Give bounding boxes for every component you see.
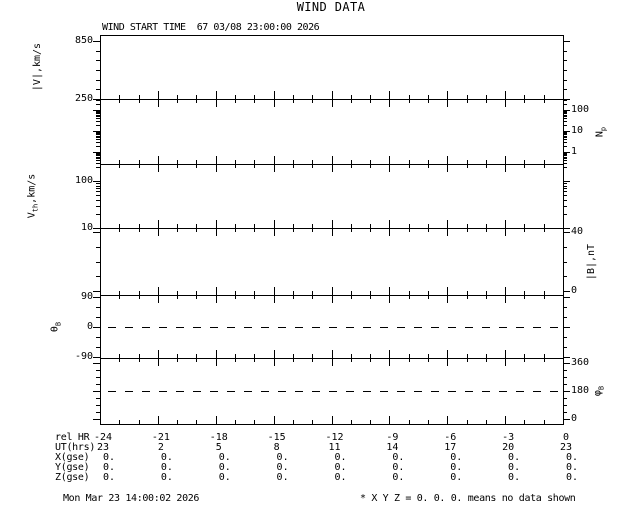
tick-label: 100 <box>74 175 93 186</box>
row-label-zgse: Z(gse) <box>55 472 90 483</box>
table-cell: 8 <box>273 442 280 453</box>
table-cell: 0. <box>508 462 521 473</box>
tick-label: 0 <box>86 321 93 332</box>
panel-border <box>100 99 564 165</box>
table-cell: 0. <box>102 472 115 483</box>
tick-label: 850 <box>74 35 93 46</box>
tick-label: 180 <box>571 385 590 396</box>
table-cell: -9 <box>386 432 399 443</box>
tick-label: 0 <box>571 413 578 424</box>
table-cell: 0. <box>565 452 578 463</box>
tick-label: -90 <box>74 351 93 362</box>
y-axis-title-solar-wind-speed: |V|,km/s <box>32 42 43 92</box>
table-cell: 0. <box>508 472 521 483</box>
table-cell: 0. <box>565 472 578 483</box>
table-cell: 0. <box>276 462 289 473</box>
tick-label: 10 <box>80 222 93 233</box>
table-cell: 0. <box>334 452 347 463</box>
table-cell: 0. <box>276 452 289 463</box>
table-cell: 0. <box>160 472 173 483</box>
table-cell: 0. <box>334 462 347 473</box>
table-cell: 0. <box>508 452 521 463</box>
table-cell: 0 <box>562 432 570 443</box>
table-cell: 0. <box>160 462 173 473</box>
table-cell: 0. <box>276 472 289 483</box>
table-cell: 0. <box>334 472 347 483</box>
table-cell: 14 <box>386 442 399 453</box>
table-cell: 0. <box>450 462 463 473</box>
table-cell: 0. <box>392 462 405 473</box>
start-time-label: WIND START TIME 67 03/08 23:00:00 2026 <box>102 22 320 33</box>
y-axis-title-magnetic-field-magnitude: |B|,nT <box>586 243 597 280</box>
y-axis-title-field-latitude-angle: θB <box>49 321 63 332</box>
y-axis-title-proton-density: Np <box>594 126 608 137</box>
row-label-uthrs: UT(hrs) <box>55 442 96 453</box>
table-cell: 0. <box>160 452 173 463</box>
table-cell: 17 <box>444 442 457 453</box>
table-cell: -15 <box>267 432 286 443</box>
table-cell: -12 <box>325 432 344 443</box>
tick-label: 10 <box>571 125 584 136</box>
tick-label: 250 <box>74 93 93 104</box>
tick-label: 360 <box>571 357 590 368</box>
table-cell: 0. <box>565 462 578 473</box>
table-cell: -6 <box>444 432 457 443</box>
table-cell: -3 <box>502 432 515 443</box>
table-cell: 0. <box>102 452 115 463</box>
tick-label: 100 <box>571 104 590 115</box>
table-cell: 23 <box>96 442 110 453</box>
y-axis-title-field-azimuth-angle: φB <box>592 385 606 397</box>
table-cell: 20 <box>502 442 515 453</box>
table-cell: 0. <box>102 462 115 473</box>
row-label-xgse: X(gse) <box>55 452 90 463</box>
table-cell: 2 <box>157 442 164 453</box>
table-cell: 0. <box>218 472 231 483</box>
table-cell: 5 <box>215 442 222 453</box>
table-cell: 0. <box>218 462 231 473</box>
table-cell: -24 <box>93 432 113 443</box>
table-cell: -21 <box>151 432 170 443</box>
table-cell: 0. <box>392 452 405 463</box>
row-label-relhr: rel HR <box>55 432 90 443</box>
table-cell: 23 <box>559 442 573 453</box>
footer-no-data-note: * X Y Z = 0. 0. 0. means no data shown <box>360 493 576 504</box>
tick-label: 90 <box>80 291 93 302</box>
table-cell: 11 <box>328 442 341 453</box>
table-cell: 0. <box>392 472 405 483</box>
plot-title: WIND DATA <box>296 0 366 14</box>
tick-label: 1 <box>571 146 578 157</box>
panel-border <box>100 35 564 100</box>
panel-border <box>100 228 564 296</box>
table-cell: 0. <box>450 472 463 483</box>
y-axis-title-thermal-speed: Vth,km/s <box>26 173 40 219</box>
row-label-ygse: Y(gse) <box>55 462 90 473</box>
table-cell: 0. <box>218 452 231 463</box>
footer-timestamp: Mon Mar 23 14:00:02 2026 <box>63 493 200 504</box>
tick-label: 40 <box>571 226 584 237</box>
panel-border <box>100 164 564 229</box>
table-cell: -18 <box>209 432 228 443</box>
tick-label: 0 <box>571 285 578 296</box>
table-cell: 0. <box>450 452 463 463</box>
